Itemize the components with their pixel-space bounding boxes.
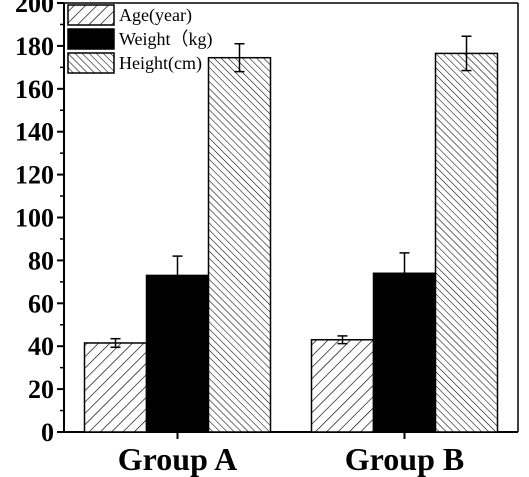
- x-tick-label: Group B: [345, 441, 464, 477]
- legend-label-3: Height(cm): [119, 53, 202, 74]
- bar-3-1: [207, 56, 272, 433]
- bar-1-2: [310, 339, 375, 433]
- bar-2-2: [372, 272, 437, 433]
- bars: [83, 35, 499, 433]
- bar-2-1: [145, 274, 210, 433]
- legend-label-1: Age(year): [119, 5, 192, 26]
- bar-1-1: [83, 342, 148, 433]
- axes: 0 20 40 60 80 100 120 140 160 180 200 Group A Group …: [15, 0, 519, 477]
- y-tick-label: 80: [28, 246, 54, 275]
- legend-swatch-1: [67, 4, 115, 26]
- y-tick-label: 0: [41, 418, 54, 447]
- y-tick-label: 60: [28, 289, 54, 318]
- legend: Age(year) Weight（kg) Height(cm): [67, 4, 213, 74]
- y-tick-label: 160: [15, 75, 54, 104]
- bar-3-2: [434, 52, 499, 433]
- y-tick-label: 140: [15, 118, 54, 147]
- y-tick-label: 120: [15, 161, 54, 190]
- x-tick-label: Group A: [118, 441, 237, 477]
- y-tick-label: 200: [15, 0, 54, 18]
- legend-label-2: Weight（kg): [119, 29, 213, 50]
- y-tick-label: 40: [28, 332, 54, 361]
- legend-swatch-2: [67, 28, 115, 50]
- y-tick-label: 100: [15, 204, 54, 233]
- legend-swatch-3: [67, 52, 115, 74]
- y-tick-label: 180: [15, 32, 54, 61]
- y-tick-label: 20: [28, 375, 54, 404]
